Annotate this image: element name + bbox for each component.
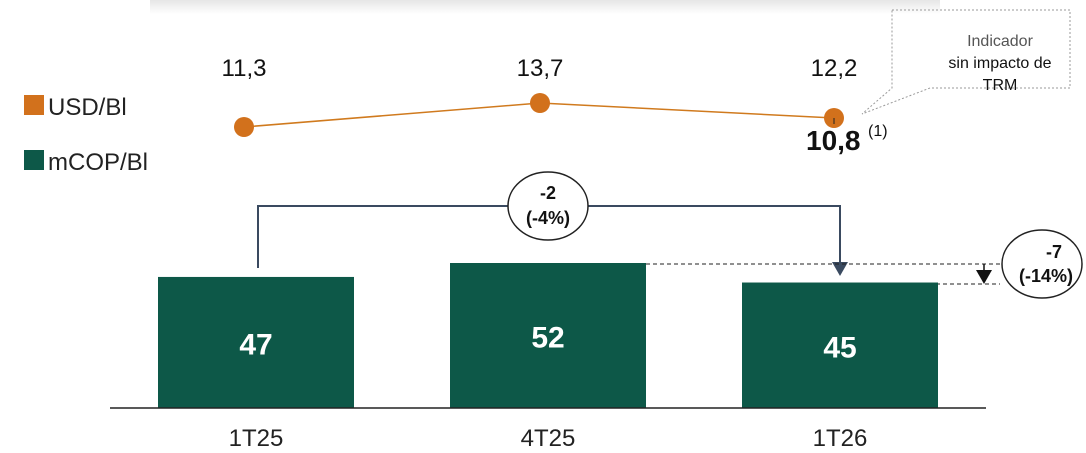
change-bubble-right bbox=[1001, 229, 1083, 299]
usd-point-1T25 bbox=[234, 117, 254, 137]
mcop-bar-series: 47 52 45 bbox=[158, 263, 938, 408]
change-bubble-left bbox=[507, 171, 589, 241]
legend-usd-label: USD/Bl bbox=[48, 94, 127, 121]
adjusted-value: 10,8 bbox=[806, 125, 861, 156]
x-axis-labels: 1T25 4T25 1T26 bbox=[229, 425, 868, 452]
change-connector: -2 (-4%) bbox=[257, 171, 848, 276]
x-tick-label-1T25: 1T25 bbox=[229, 425, 284, 452]
legend-usd-swatch bbox=[24, 95, 44, 115]
connector-arrowhead bbox=[832, 262, 848, 276]
mcop-bar-4T25 bbox=[450, 263, 646, 408]
mcop-bar-label-4T25: 52 bbox=[531, 322, 564, 355]
top-shadow bbox=[150, 0, 940, 14]
change-bubble-left-line-2: (-4%) bbox=[526, 208, 570, 228]
usd-point-4T25 bbox=[530, 93, 550, 113]
callout-line-1: Indicador bbox=[967, 33, 1033, 50]
comparison-indicator: -7 (-14%) bbox=[618, 229, 1083, 299]
change-bubble-right-line-1: -7 bbox=[1046, 242, 1062, 262]
change-bubble-left-line-1: -2 bbox=[540, 183, 556, 203]
usd-data-label-1T26: 12,2 bbox=[811, 55, 858, 82]
usd-line-series: 11,3 13,7 12,2 bbox=[222, 55, 858, 137]
adjusted-footnote: (1) bbox=[868, 123, 888, 140]
usd-data-label-1T25: 11,3 bbox=[222, 55, 267, 82]
callout-line-2: sin impacto de bbox=[948, 55, 1051, 72]
legend-mcop-label: mCOP/Bl bbox=[48, 149, 148, 176]
x-tick-label-1T26: 1T26 bbox=[813, 425, 868, 452]
usd-data-label-4T25: 13,7 bbox=[517, 55, 564, 82]
comparison-arrowhead bbox=[976, 270, 992, 284]
mcop-bar-1T26 bbox=[742, 282, 938, 408]
change-bubble-right-line-2: (-14%) bbox=[1019, 266, 1073, 286]
callout-box bbox=[861, 9, 1071, 115]
legend-mcop-swatch bbox=[24, 150, 44, 170]
mcop-bar-1T25 bbox=[158, 276, 354, 408]
x-tick-label-4T25: 4T25 bbox=[521, 425, 576, 452]
mcop-bar-label-1T26: 45 bbox=[823, 331, 856, 364]
callout: Indicador sin impacto de TRM bbox=[861, 9, 1071, 115]
callout-line-3: TRM bbox=[983, 77, 1018, 94]
mcop-bar-label-1T25: 47 bbox=[239, 328, 272, 361]
